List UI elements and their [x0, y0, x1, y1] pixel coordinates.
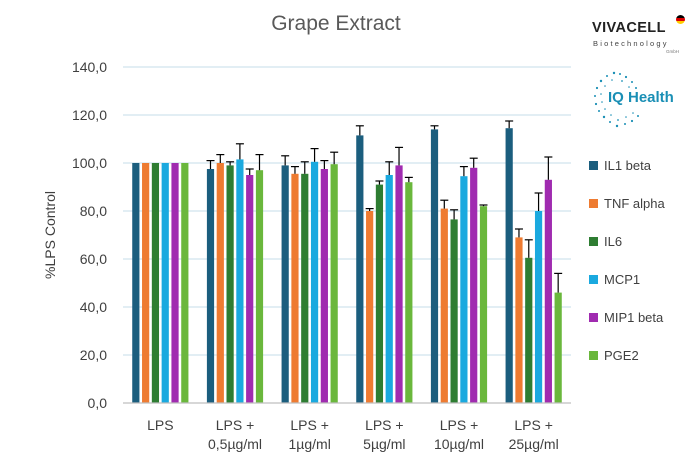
- bar: [161, 163, 169, 403]
- legend: IL1 beta TNF alpha IL6 MCP1 MIP1 beta PGE2: [589, 158, 665, 363]
- german-flag-icon: [676, 15, 685, 24]
- x-tick-label: 0,5µg/ml: [208, 436, 262, 452]
- bar: [385, 175, 393, 403]
- x-tick-label: 5µg/ml: [363, 436, 405, 452]
- y-axis-ticks: 0,0 20,0 40,0 60,0 80,0 100,0 120,0 140,0: [72, 59, 107, 411]
- vivacell-logo-subtitle: Biotechnology: [593, 39, 669, 48]
- dot-globe-icon: [594, 71, 639, 128]
- bar: [171, 163, 179, 403]
- legend-label: TNF alpha: [604, 196, 665, 211]
- bar: [206, 169, 215, 403]
- legend-swatch: [589, 275, 598, 284]
- legend-label: PGE2: [604, 348, 639, 363]
- y-tick-label: 140,0: [72, 59, 107, 75]
- bar: [356, 135, 364, 403]
- y-tick-label: 40,0: [80, 299, 107, 315]
- bar: [554, 292, 562, 403]
- bars: [132, 128, 562, 403]
- iq-health-logo-text: IQ Health: [608, 89, 674, 106]
- bar: [450, 219, 458, 403]
- bar: [479, 206, 488, 403]
- bar: [375, 184, 384, 403]
- y-axis-label: %LPS Control: [42, 191, 58, 279]
- bar: [226, 165, 234, 403]
- bar: [291, 173, 299, 403]
- y-tick-label: 60,0: [80, 251, 107, 267]
- x-tick-label: LPS +: [440, 417, 479, 433]
- bar: [440, 208, 448, 403]
- bar: [142, 163, 150, 403]
- bar: [255, 170, 264, 403]
- error-bars: [206, 120, 563, 293]
- gridlines: [123, 66, 571, 356]
- bar: [470, 167, 478, 403]
- bar: [544, 179, 552, 403]
- bar: [310, 161, 319, 403]
- vivacell-logo: VIVACELL Biotechnology GmbH: [592, 12, 692, 62]
- legend-label: MCP1: [604, 272, 640, 287]
- y-tick-label: 120,0: [72, 107, 107, 123]
- x-tick-label: LPS +: [365, 417, 404, 433]
- x-tick-label: 25µg/ml: [509, 436, 559, 452]
- bar: [281, 165, 289, 403]
- bar: [151, 163, 160, 403]
- bar: [181, 163, 189, 403]
- bar: [515, 237, 523, 403]
- x-tick-label: LPS: [147, 417, 173, 433]
- bar: [366, 211, 374, 403]
- x-tick-label: LPS +: [514, 417, 553, 433]
- legend-swatch: [589, 351, 598, 360]
- x-tick-label: 10µg/ml: [434, 436, 484, 452]
- bar: [236, 159, 244, 403]
- y-tick-label: 20,0: [80, 347, 107, 363]
- legend-label: MIP1 beta: [604, 310, 664, 325]
- legend-swatch: [589, 161, 598, 170]
- bar: [301, 173, 309, 403]
- vivacell-logo-name: VIVACELL: [592, 20, 666, 36]
- y-tick-label: 100,0: [72, 155, 107, 171]
- legend-label: IL6: [604, 234, 622, 249]
- iq-health-logo: IQ Health: [592, 66, 696, 130]
- bar: [505, 128, 513, 403]
- bar: [395, 165, 403, 403]
- legend-swatch: [589, 237, 598, 246]
- bar: [132, 163, 140, 403]
- bar: [525, 257, 533, 403]
- x-tick-label: LPS +: [290, 417, 329, 433]
- bar: [430, 129, 439, 403]
- y-tick-label: 0,0: [88, 395, 108, 411]
- vivacell-logo-gmbh: GmbH: [666, 49, 680, 54]
- legend-swatch: [589, 313, 598, 322]
- x-tick-label: 1µg/ml: [289, 436, 331, 452]
- legend-label: IL1 beta: [604, 158, 652, 173]
- bar: [320, 169, 328, 403]
- bar: [460, 176, 468, 403]
- x-axis-ticks: LPS LPS + 0,5µg/ml LPS + 1µg/ml LPS + 5µg/ml LP…: [147, 417, 559, 452]
- bar: [246, 175, 254, 403]
- chart-title: Grape Extract: [271, 12, 401, 35]
- bar: [216, 163, 224, 403]
- y-tick-label: 80,0: [80, 203, 107, 219]
- bar: [405, 182, 413, 403]
- bar: [330, 164, 338, 403]
- legend-swatch: [589, 199, 598, 208]
- x-tick-label: LPS +: [216, 417, 255, 433]
- bar: [534, 211, 543, 403]
